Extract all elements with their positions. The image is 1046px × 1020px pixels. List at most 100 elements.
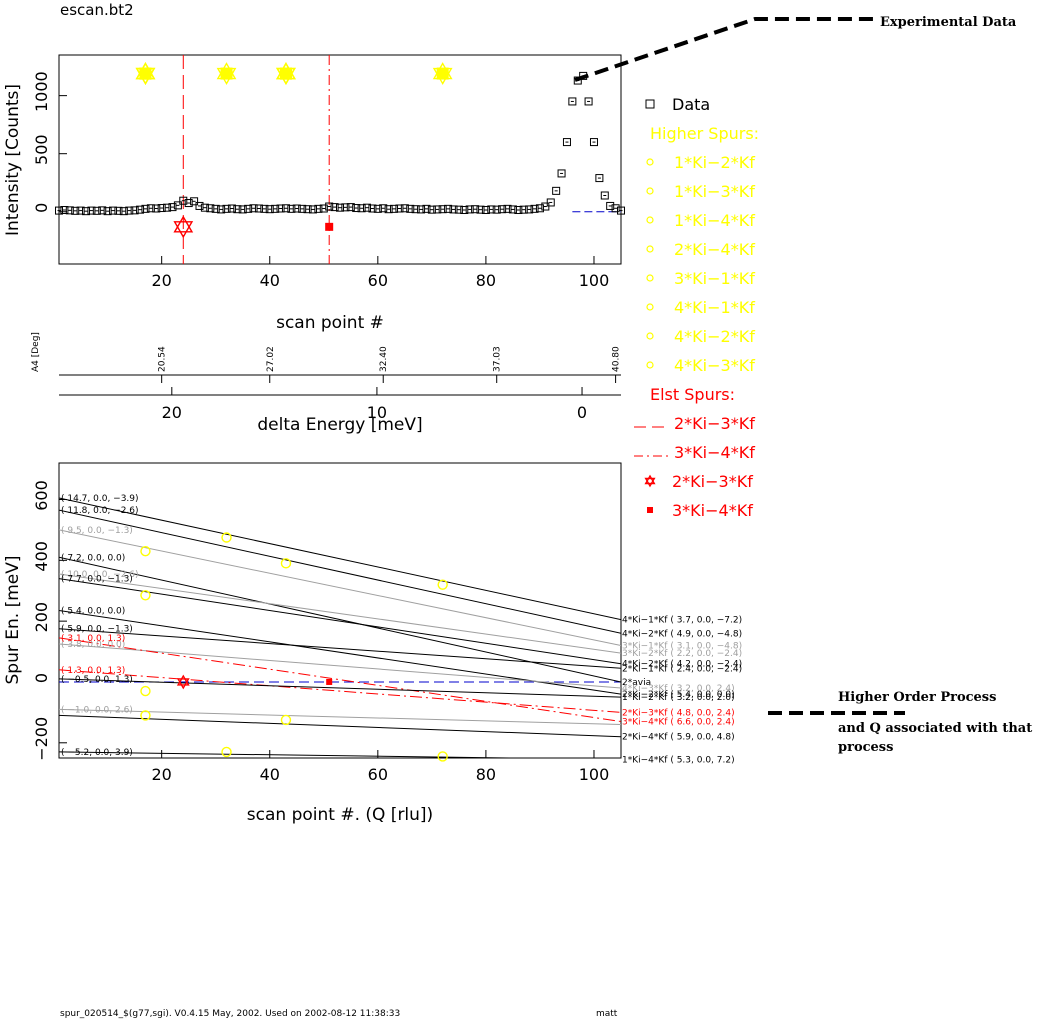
data-point: [384, 205, 393, 214]
legend-higher-header: Higher Spurs:: [650, 124, 759, 143]
spur-ytick-label: 0: [32, 673, 51, 683]
data-point: [346, 203, 355, 212]
legend-elst-star-inv: [644, 477, 656, 488]
intensity-plot-frame: [58, 54, 622, 265]
data-point: [427, 205, 436, 214]
spur-right-label: 3*Ki−2*Kf ( 2.2, 0.0, −2.4): [622, 649, 742, 659]
data-point: [352, 204, 361, 213]
data-point: [287, 204, 296, 213]
spur-line: [59, 509, 621, 634]
spur-left-label: ( −5.2, 0.0, 3.9): [61, 748, 133, 758]
legend-higher-marker: [646, 361, 654, 369]
spur-ytick-label: 400: [32, 541, 51, 572]
data-point: [508, 205, 517, 214]
spur-higher-point: [280, 558, 292, 569]
legend-higher-label: 4*Ki−2*Kf: [674, 327, 755, 346]
spur-higher-point: [437, 751, 448, 762]
spur-axes: 20 40 60 80 100 −200 0 200 400 600: [32, 480, 609, 784]
data-point: [125, 206, 134, 215]
a4-tick-label: 37.03: [493, 346, 503, 372]
elst-spur-star-inv: [173, 221, 194, 239]
data-point: [606, 201, 615, 210]
spur-xtick-label: 20: [151, 765, 171, 784]
data-point: [200, 203, 209, 212]
data-point: [422, 204, 431, 213]
data-point: [292, 204, 301, 213]
data-point: [325, 202, 334, 211]
file-title: escan.bt2: [60, 1, 134, 19]
a4-tick-label: 32.40: [379, 346, 389, 372]
legend-higher-marker: [646, 245, 654, 253]
elst-spur-star: [173, 215, 194, 233]
spur-higher-point: [140, 710, 151, 721]
spur-line: [59, 556, 621, 683]
spur-xtick-label: 80: [476, 765, 496, 784]
data-point: [379, 204, 388, 213]
legend-elst-point-label: 2*Ki−3*Kf: [672, 472, 753, 491]
data-point: [222, 204, 231, 213]
data-point: [390, 204, 399, 213]
spur-right-label: 1*Ki−4*Kf ( 5.3, 0.0, 7.2): [622, 756, 735, 766]
data-point: [60, 206, 69, 215]
a4-tick-label: 20.54: [158, 346, 168, 372]
data-point: [400, 204, 409, 213]
spur-right-label: 3*Ki−1*Kf ( 3.1, 0.0, −4.8): [622, 641, 742, 651]
data-point: [476, 205, 485, 214]
a4-axis-label: A4 [Deg]: [31, 332, 41, 372]
spur-higher-point: [221, 532, 232, 543]
energy-tick-label: 0: [577, 403, 587, 422]
data-point: [227, 204, 236, 213]
data-point: [114, 206, 123, 215]
data-point: [357, 204, 366, 213]
data-point: [314, 204, 323, 213]
intensity-xtick-label: 40: [260, 271, 280, 290]
spur-xtick-label: 60: [368, 765, 388, 784]
spur-right-label: 4*Ki−3*Kf ( 3.2, 0.0, 2.4): [622, 684, 735, 694]
spur-line: [59, 628, 621, 669]
spur-right-label: 4*Ki−1*Kf ( 3.7, 0.0, −7.2): [622, 616, 742, 626]
data-point: [130, 206, 139, 215]
data-point: [238, 205, 247, 214]
spur-xtick-label: 100: [579, 765, 610, 784]
data-point: [417, 205, 426, 214]
spur-right-label: 2*avia: [622, 678, 651, 688]
spur-right-label: 3*Ki−4*Kf ( 6.6, 0.0, 2.4): [622, 718, 735, 728]
data-point: [157, 204, 166, 213]
spur-left-label: ( 1.3, 0.0, 1.3): [61, 666, 125, 676]
higher-spur-square: [220, 67, 233, 80]
data-point: [103, 207, 112, 216]
data-point: [92, 206, 101, 215]
data-point: [600, 191, 609, 200]
spur-right-labels: 4*Ki−1*Kf ( 3.7, 0.0, −7.2) 4*Ki−2*Kf ( 4…: [622, 616, 742, 766]
data-point: [557, 169, 566, 178]
spur-higher-point: [280, 714, 292, 726]
intensity-ylabel: Intensity [Counts]: [3, 84, 23, 236]
elst-spur-square: [325, 222, 334, 231]
legend-elst-square: [647, 507, 653, 513]
data-point: [449, 205, 458, 214]
spur-left-label: ( 14.7, 0.0, −3.9): [61, 494, 139, 504]
legend-higher-label: 1*Ki−3*Kf: [674, 182, 755, 201]
spur-plot: 20 40 60 80 100 −200 0 200 400 600 ( 14.7, 0.0, −…: [3, 462, 742, 825]
intensity-xtick-label: 80: [476, 271, 496, 290]
intensity-xlabel: scan point #: [276, 313, 384, 333]
spur-higher-point: [221, 746, 232, 758]
legend-higher-label: 1*Ki−2*Kf: [674, 153, 755, 172]
data-point: [363, 203, 372, 212]
footer-version: spur_020514_$(g77,sgi). V0.4.15 May, 200…: [60, 1009, 400, 1019]
spur-left-label: ( 5.9, 0.0, −1.3): [61, 625, 133, 635]
data-point: [552, 186, 561, 195]
data-point: [411, 205, 420, 214]
data-point: [276, 204, 285, 213]
spur-elst-star-inv: [176, 678, 190, 690]
spur-line: [59, 573, 621, 654]
data-point: [530, 204, 539, 213]
data-point: [519, 205, 528, 214]
energy-xlabel: delta Energy [meV]: [257, 415, 422, 435]
legend-elst-star: [644, 474, 656, 485]
data-point: [611, 204, 620, 213]
data-point: [589, 138, 598, 147]
data-point: [465, 205, 474, 214]
data-point: [146, 204, 155, 213]
spur-left-label: ( 7.7, 0.0, −1.3): [61, 575, 133, 585]
